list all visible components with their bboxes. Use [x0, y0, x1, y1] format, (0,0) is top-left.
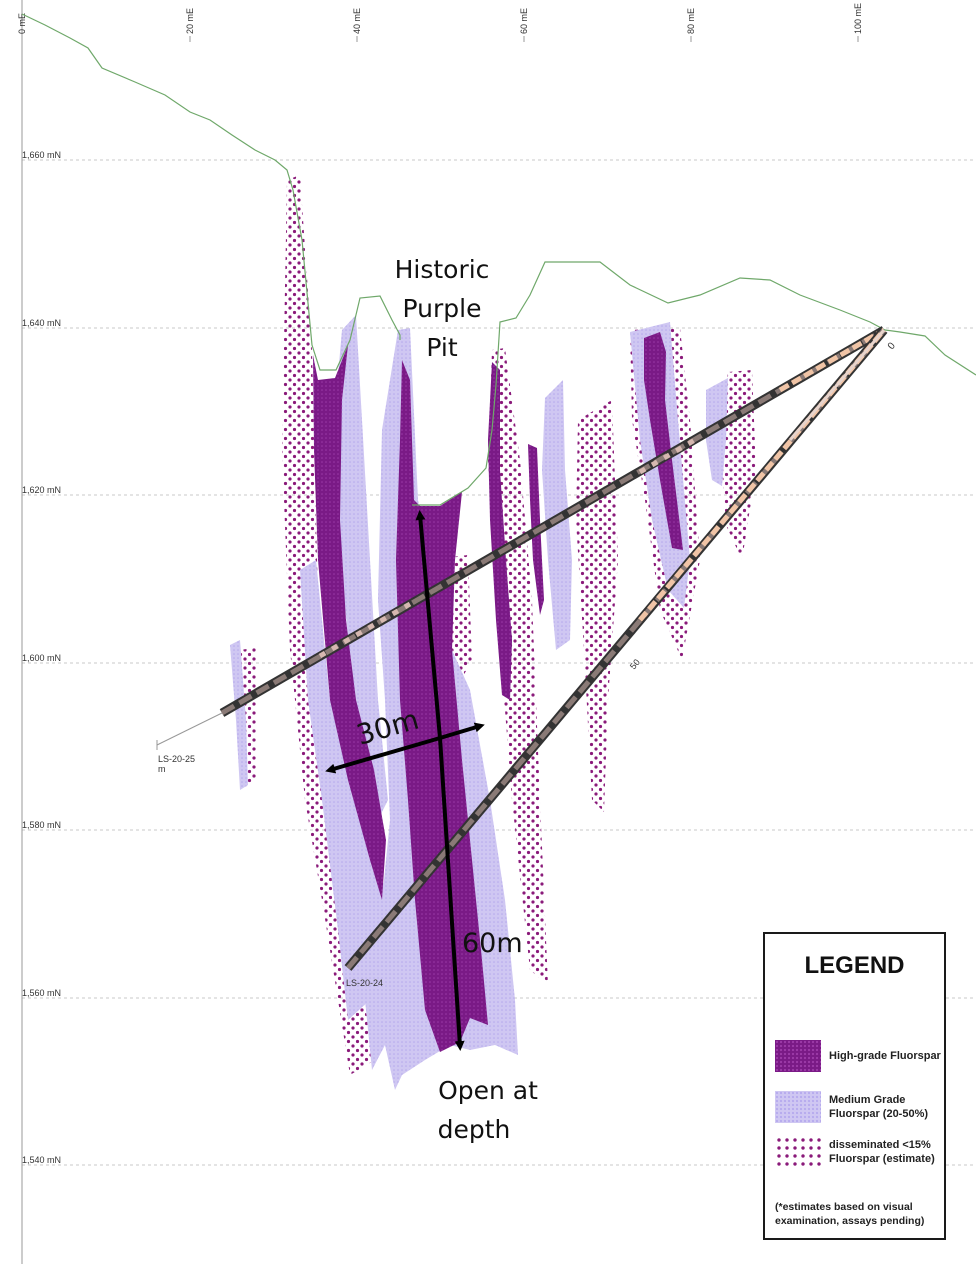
easting-label: 0 mE — [17, 13, 27, 34]
topography-line — [21, 13, 401, 371]
depth-tick-label: 50 — [628, 657, 642, 671]
drillhole-label: LS-20-25 — [158, 754, 195, 764]
easting-label: 100 mE — [853, 3, 863, 34]
pit-floor-line — [412, 261, 976, 506]
drillhole-ls-20-25 — [156, 326, 887, 750]
open-at-depth-line1: Open at — [438, 1076, 538, 1105]
legend-label: High-grade Fluorspar — [829, 1050, 941, 1062]
northing-label: 1,640 mN — [22, 318, 61, 328]
disseminated-swatch — [775, 1136, 821, 1168]
annotation-arrows — [325, 510, 485, 1051]
drillhole-label-suffix: m — [158, 764, 166, 774]
collar-mark: 0 — [886, 340, 898, 352]
drillhole-label: LS-20-24 — [346, 978, 383, 988]
medium-grade-swatch — [775, 1091, 821, 1123]
open-at-depth-line2: depth — [438, 1115, 511, 1144]
easting-label: 60 mE — [519, 8, 529, 34]
northing-label: 1,600 mN — [22, 653, 61, 663]
northing-label: 1,620 mN — [22, 485, 61, 495]
pit-label-line3: Pit — [426, 333, 457, 362]
easting-label: 80 mE — [686, 8, 696, 34]
northing-label: 1,580 mN — [22, 820, 61, 830]
depth-label: 60m — [462, 928, 523, 959]
legend-label: disseminated <15% Fluorspar (estimate) — [829, 1139, 935, 1165]
legend-item-disseminated: disseminated <15% Fluorspar (estimate) — [775, 1136, 940, 1170]
pit-label-line2: Purple — [403, 294, 482, 323]
easting-label: 20 mE — [185, 8, 195, 34]
legend-note: (*estimates based on visual examination,… — [775, 1201, 925, 1227]
northing-label: 1,660 mN — [22, 150, 61, 160]
northing-label: 1,560 mN — [22, 988, 61, 998]
legend-box: LEGEND High-grade Fluorspar Medium Grade… — [763, 932, 946, 1240]
easting-ticks — [21, 0, 859, 1264]
legend-item-medium-grade: Medium Grade Fluorspar (20-50%) — [775, 1091, 940, 1125]
northing-label: 1,540 mN — [22, 1155, 61, 1165]
legend-item-high-grade: High-grade Fluorspar — [775, 1040, 941, 1074]
high-grade-swatch — [775, 1040, 821, 1072]
drillhole-ls-20-24 — [344, 327, 888, 971]
legend-label: Medium Grade Fluorspar (20-50%) — [829, 1094, 929, 1120]
easting-label: 40 mE — [352, 8, 362, 34]
pit-label-line1: Historic — [395, 255, 490, 284]
legend-title: LEGEND — [804, 952, 905, 979]
